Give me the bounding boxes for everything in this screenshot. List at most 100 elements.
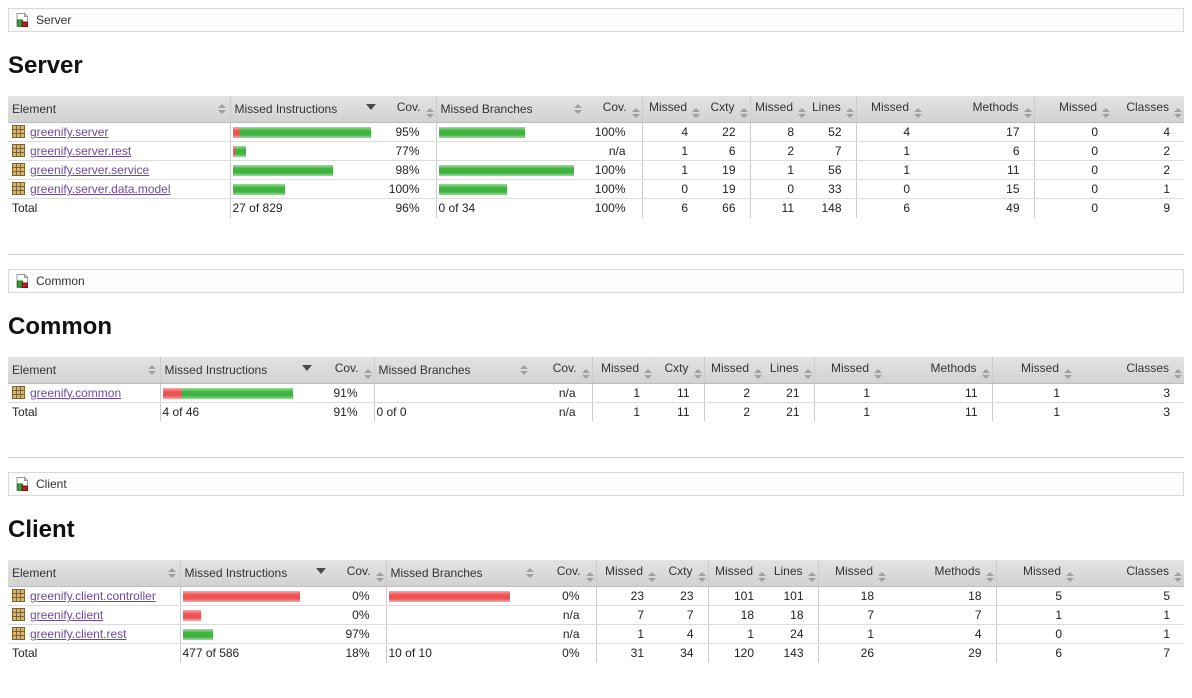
instructions-coverage-bar xyxy=(159,383,316,403)
sort-desc-icon xyxy=(366,104,376,110)
package-link[interactable]: greenify.server.rest xyxy=(30,144,132,158)
total-missed-branches: 0 of 34 xyxy=(435,198,586,218)
instructions-coverage-percent: 98% xyxy=(380,160,436,180)
col-header-missed-branches[interactable]: Missed Branches xyxy=(373,356,532,384)
classes-value: 1 xyxy=(1076,624,1184,644)
total-missed-cxty: 31 xyxy=(595,643,658,663)
methods-value: 18 xyxy=(888,586,996,606)
col-header-cov[interactable]: Cov. xyxy=(330,560,386,587)
sort-toggle-icon xyxy=(586,572,594,582)
col-header-missed-instructions[interactable]: Missed Instructions xyxy=(179,560,330,587)
sort-toggle-icon xyxy=(694,369,702,379)
col-header-cxty[interactable]: Cxty xyxy=(654,356,704,384)
section-divider xyxy=(8,457,1184,458)
missed-bar-segment xyxy=(232,127,239,139)
branches-coverage-bar xyxy=(435,122,586,142)
methods-value: 4 xyxy=(888,624,996,644)
col-header-element[interactable]: Element xyxy=(8,356,160,384)
col-header-cov[interactable]: Cov. xyxy=(538,560,596,587)
missed-lines-value: 8 xyxy=(749,122,808,142)
package-link[interactable]: greenify.client.rest xyxy=(30,627,127,641)
col-header-classes[interactable]: Classes xyxy=(1112,96,1184,123)
covered-bar-segment xyxy=(180,387,293,399)
total-missed-lines: 2 xyxy=(703,402,764,421)
total-row: Total 477 of 586 18% 10 of 10 0% 31 34 120 143 26… xyxy=(8,643,1184,663)
col-header-missed[interactable]: Missed xyxy=(991,356,1074,384)
col-header-element[interactable]: Element xyxy=(8,560,180,587)
col-header-cov[interactable]: Cov. xyxy=(532,356,592,384)
breadcrumb: Common xyxy=(8,268,1184,293)
col-header-missed[interactable]: Missed xyxy=(641,96,702,123)
col-header-missed[interactable]: Missed xyxy=(591,356,654,384)
total-missed-methods: 26 xyxy=(817,643,888,663)
col-header-cxty[interactable]: Cxty xyxy=(658,560,708,587)
col-header-missed[interactable]: Missed xyxy=(749,96,808,123)
page-title: Client xyxy=(8,516,75,543)
sort-toggle-icon xyxy=(632,108,640,118)
sort-toggle-icon xyxy=(168,568,176,578)
package-icon xyxy=(12,385,25,399)
breadcrumb-label: Client xyxy=(36,477,67,491)
branches-coverage-bar xyxy=(385,624,538,644)
col-header-cxty[interactable]: Cxty xyxy=(702,96,750,123)
sort-toggle-icon xyxy=(698,572,706,582)
covered-bar-segment xyxy=(238,127,371,139)
covered-bar-segment xyxy=(438,127,525,139)
covered-bar-segment xyxy=(438,165,574,177)
col-header-classes[interactable]: Classes xyxy=(1076,560,1184,587)
total-instructions-coverage: 96% xyxy=(395,201,420,216)
col-header-classes[interactable]: Classes xyxy=(1074,356,1184,384)
col-header-missed-branches[interactable]: Missed Branches xyxy=(385,560,538,587)
sort-toggle-icon xyxy=(986,572,994,582)
branches-coverage-bar xyxy=(435,160,586,180)
col-header-missed-instructions[interactable]: Missed Instructions xyxy=(229,96,380,123)
col-header-missed[interactable]: Missed xyxy=(595,560,658,587)
col-header-missed[interactable]: Missed xyxy=(995,560,1076,587)
missed-lines-value: 1 xyxy=(749,160,808,180)
col-header-missed-branches[interactable]: Missed Branches xyxy=(435,96,586,123)
col-header-methods[interactable]: Methods xyxy=(884,356,992,384)
col-header-methods[interactable]: Methods xyxy=(924,96,1034,123)
col-header-cov[interactable]: Cov. xyxy=(586,96,642,123)
package-link[interactable]: greenify.server xyxy=(30,125,109,139)
col-header-missed[interactable]: Missed xyxy=(813,356,884,384)
package-link[interactable]: greenify.client xyxy=(30,608,104,622)
missed-methods-value: 1 xyxy=(817,624,888,644)
col-header-methods[interactable]: Methods xyxy=(888,560,996,587)
covered-bar-segment xyxy=(438,184,507,196)
package-link[interactable]: greenify.server.data.model xyxy=(30,182,171,196)
col-header-missed[interactable]: Missed xyxy=(707,560,768,587)
col-header-lines[interactable]: Lines xyxy=(808,96,856,123)
col-header-element[interactable]: Element xyxy=(8,96,230,123)
total-missed-methods: 1 xyxy=(813,402,884,421)
sort-toggle-icon xyxy=(982,369,990,379)
total-lines: 143 xyxy=(783,646,804,661)
col-header-missed[interactable]: Missed xyxy=(817,560,888,587)
element-cell: greenify.server xyxy=(8,122,230,142)
col-header-missed[interactable]: Missed xyxy=(1033,96,1112,123)
package-link[interactable]: greenify.client.controller xyxy=(30,589,156,603)
package-icon xyxy=(12,163,25,176)
package-link[interactable]: greenify.server.service xyxy=(30,163,150,177)
col-header-cov[interactable]: Cov. xyxy=(316,356,374,384)
package-link[interactable]: greenify.common xyxy=(30,385,122,400)
branches-coverage-percent: n/a xyxy=(538,605,596,625)
instructions-coverage-bar xyxy=(229,160,380,180)
instructions-coverage-bar xyxy=(179,586,330,606)
element-cell: greenify.server.rest xyxy=(8,141,230,161)
cxty-value: 19 xyxy=(702,179,750,199)
missed-cxty-value: 1 xyxy=(641,160,702,180)
missed-classes-value: 5 xyxy=(995,586,1076,606)
missed-methods-value: 0 xyxy=(855,179,924,199)
col-header-lines[interactable]: Lines xyxy=(768,560,818,587)
col-header-missed-instructions[interactable]: Missed Instructions xyxy=(159,356,316,384)
col-header-cov[interactable]: Cov. xyxy=(380,96,436,123)
col-header-missed[interactable]: Missed xyxy=(855,96,924,123)
col-header-missed[interactable]: Missed xyxy=(703,356,764,384)
missed-methods-value: 1 xyxy=(855,160,924,180)
missed-methods-value: 1 xyxy=(813,383,884,403)
col-header-lines[interactable]: Lines xyxy=(764,356,814,384)
missed-cxty-value: 1 xyxy=(641,141,702,161)
sort-toggle-icon xyxy=(1174,108,1182,118)
sort-toggle-icon xyxy=(1102,108,1110,118)
